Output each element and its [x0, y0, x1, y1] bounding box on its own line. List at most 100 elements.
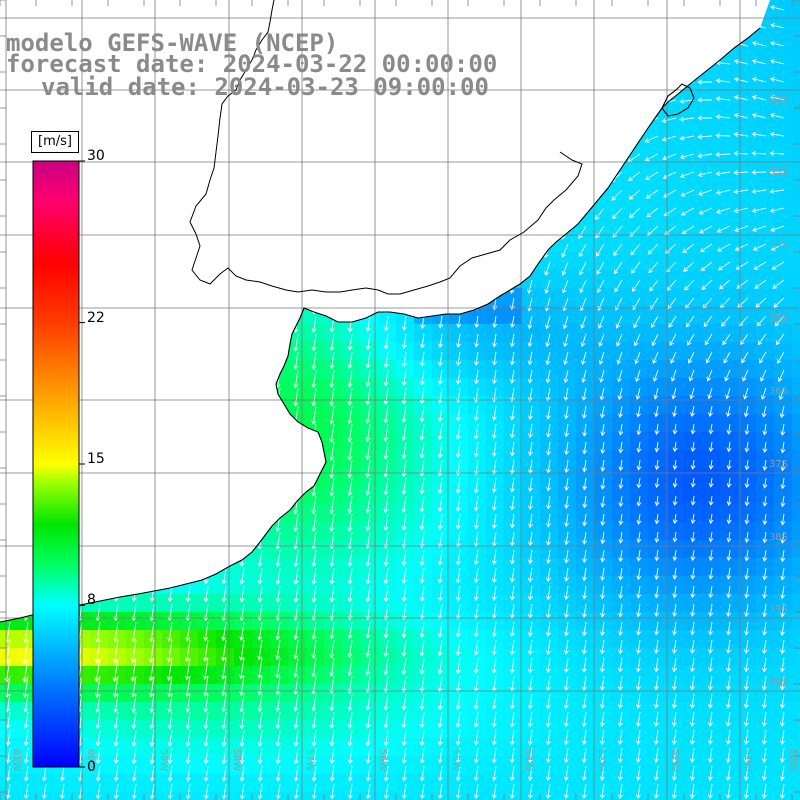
wind-arrow	[780, 423, 786, 436]
wind-arrow	[726, 459, 732, 471]
wind-arrow	[185, 117, 191, 134]
wind-arrow	[600, 585, 606, 600]
wind-arrow	[95, 387, 101, 404]
wind-arrow	[401, 351, 407, 368]
wind-arrow	[649, 279, 659, 292]
wind-arrow	[221, 9, 227, 26]
wind-arrow	[130, 657, 137, 682]
wind-arrow	[167, 99, 173, 116]
wind-arrow	[780, 459, 786, 472]
wind-arrow	[113, 513, 119, 530]
wind-arrow	[257, 675, 263, 696]
latitude-label: 32S	[769, 95, 788, 106]
wind-arrow	[437, 153, 443, 170]
wind-arrow	[239, 693, 245, 713]
wind-arrow	[239, 351, 245, 370]
wind-arrow	[526, 225, 533, 241]
wind-arrow	[383, 603, 389, 621]
wind-arrow	[617, 729, 623, 746]
wind-arrow	[626, 9, 641, 18]
wind-arrow	[41, 9, 47, 26]
wind-arrow	[689, 711, 695, 727]
wind-arrow	[365, 585, 371, 603]
wind-arrow	[221, 369, 227, 388]
wind-arrow	[293, 387, 299, 407]
wind-arrow	[130, 675, 137, 698]
wind-arrow	[113, 297, 119, 314]
wind-arrow	[365, 405, 371, 425]
wind-arrow	[221, 171, 227, 188]
wind-arrow	[455, 585, 461, 602]
wind-arrow	[383, 27, 389, 44]
wind-arrow	[167, 9, 173, 26]
wind-arrow	[509, 207, 515, 223]
wind-arrow	[293, 477, 299, 497]
wind-arrow	[95, 513, 101, 530]
wind-arrow	[311, 639, 317, 660]
wind-arrow	[509, 279, 515, 295]
wind-arrow	[23, 279, 29, 296]
wind-arrow	[239, 135, 245, 152]
wind-arrow	[582, 513, 588, 527]
wind-arrow	[113, 765, 119, 782]
wind-arrow	[473, 153, 479, 170]
wind-arrow	[419, 495, 425, 513]
wind-arrow	[347, 297, 353, 315]
wind-arrow	[777, 351, 785, 364]
wind-arrow	[779, 765, 785, 782]
wind-arrow	[5, 747, 11, 764]
wind-arrow	[633, 315, 641, 329]
longitude-label: 51W	[742, 749, 753, 772]
wind-arrow	[437, 531, 443, 549]
wind-arrow	[617, 387, 623, 401]
wind-arrow	[689, 783, 695, 800]
wind-arrow	[149, 369, 155, 387]
wind-arrow	[347, 405, 353, 425]
wind-arrow	[672, 495, 678, 506]
wind-arrow	[744, 531, 750, 543]
wind-arrow	[545, 621, 551, 637]
wind-arrow	[651, 333, 659, 347]
wind-arrow	[769, 207, 785, 213]
wind-arrow	[545, 675, 551, 692]
wind-arrow	[149, 135, 155, 152]
wind-arrow	[221, 567, 227, 585]
wind-arrow	[365, 225, 371, 242]
wind-arrow	[329, 783, 335, 800]
wind-arrow	[564, 441, 570, 456]
wind-arrow	[599, 747, 605, 764]
wind-arrow	[509, 423, 515, 439]
wind-arrow	[149, 243, 155, 260]
wind-arrow	[5, 585, 11, 602]
wind-arrow	[5, 513, 11, 530]
wind-arrow	[780, 531, 786, 544]
wind-arrow	[275, 351, 281, 371]
wind-arrow	[596, 243, 605, 257]
wind-arrow	[347, 567, 353, 585]
wind-arrow	[347, 243, 353, 260]
wind-arrow	[491, 369, 497, 385]
wind-arrow	[167, 459, 173, 477]
wind-arrow	[383, 747, 389, 765]
wind-arrow	[733, 59, 749, 65]
wind-arrow	[203, 261, 209, 278]
wind-arrow	[5, 297, 11, 314]
wind-arrow	[257, 117, 263, 134]
wind-arrow	[221, 477, 227, 496]
wind-arrow	[437, 225, 443, 242]
wind-arrow	[635, 729, 641, 746]
wind-arrow	[293, 657, 299, 678]
wind-arrow	[733, 23, 749, 29]
wind-arrow	[202, 657, 209, 681]
wind-arrow	[455, 729, 461, 746]
wind-arrow	[581, 711, 587, 728]
wind-arrow	[131, 441, 137, 459]
wind-arrow	[721, 315, 731, 327]
wind-arrow	[744, 639, 749, 655]
wind-arrow	[95, 207, 101, 224]
wind-arrow	[257, 585, 263, 603]
wind-arrow	[347, 729, 353, 747]
wind-arrow	[455, 783, 461, 800]
wind-arrow	[546, 531, 551, 546]
